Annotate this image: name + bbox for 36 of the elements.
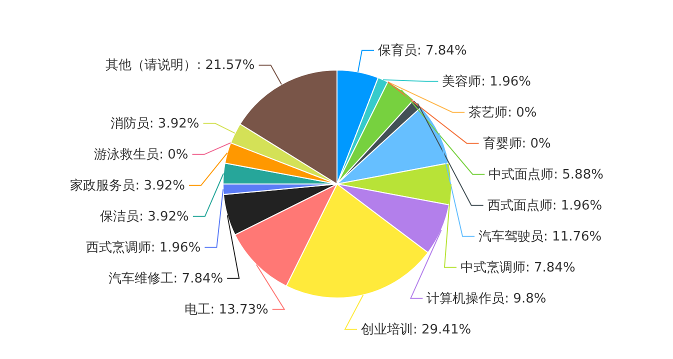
slice-label: 汽车驾驶员 [478,229,544,244]
data-label: : 7.84% [416,43,467,58]
data-label: : 9.8% [504,291,546,306]
data-label: : 1.96% [552,198,602,214]
data-label: : 5.88% [554,167,604,182]
slice-label: 中式面点师 [488,167,554,182]
data-label: : 13.73% [210,302,268,318]
data-label: : 3.92% [139,209,189,224]
slice-label: 美容师 [442,73,482,90]
slice-label: 中式烹调师 [460,259,526,276]
slice-label: 创业培训 [361,322,413,338]
category-label: 育婴师 [482,136,522,152]
data-label: : 1.96% [481,74,531,90]
data-label: : 1.96% [150,240,201,256]
slice-label: 电工 [184,302,210,318]
data-label: : 29.41% [413,322,472,338]
data-label: : 7.84% [173,271,224,286]
text: : 0% [522,136,551,152]
slice-label: 计算机操作员 [426,291,505,306]
slice-label: 消防员 [110,116,150,132]
slice-label: 保洁员 [100,209,140,224]
slice-label: 西式面点师 [487,198,552,214]
data-label: : 7.84% [525,260,576,276]
slice-label: 其他（请说明） [106,58,197,74]
data-label: : 11.76% [544,229,602,244]
slice-label: 保育员 [378,42,417,58]
category-label: 游泳救生员 [94,147,160,162]
slice-label: 西式烹调师 [86,239,151,256]
category-label: 茶艺师 [468,105,508,120]
data-label: : 3.92% [135,178,186,194]
data-label: : 21.57% [196,58,255,74]
text: : 0% [159,147,188,162]
slice-label: 汽车维修工 [108,271,174,286]
slice-label: 家政服务员 [70,177,136,194]
text: : 0% [508,105,537,120]
data-label: : 3.92% [149,116,200,132]
